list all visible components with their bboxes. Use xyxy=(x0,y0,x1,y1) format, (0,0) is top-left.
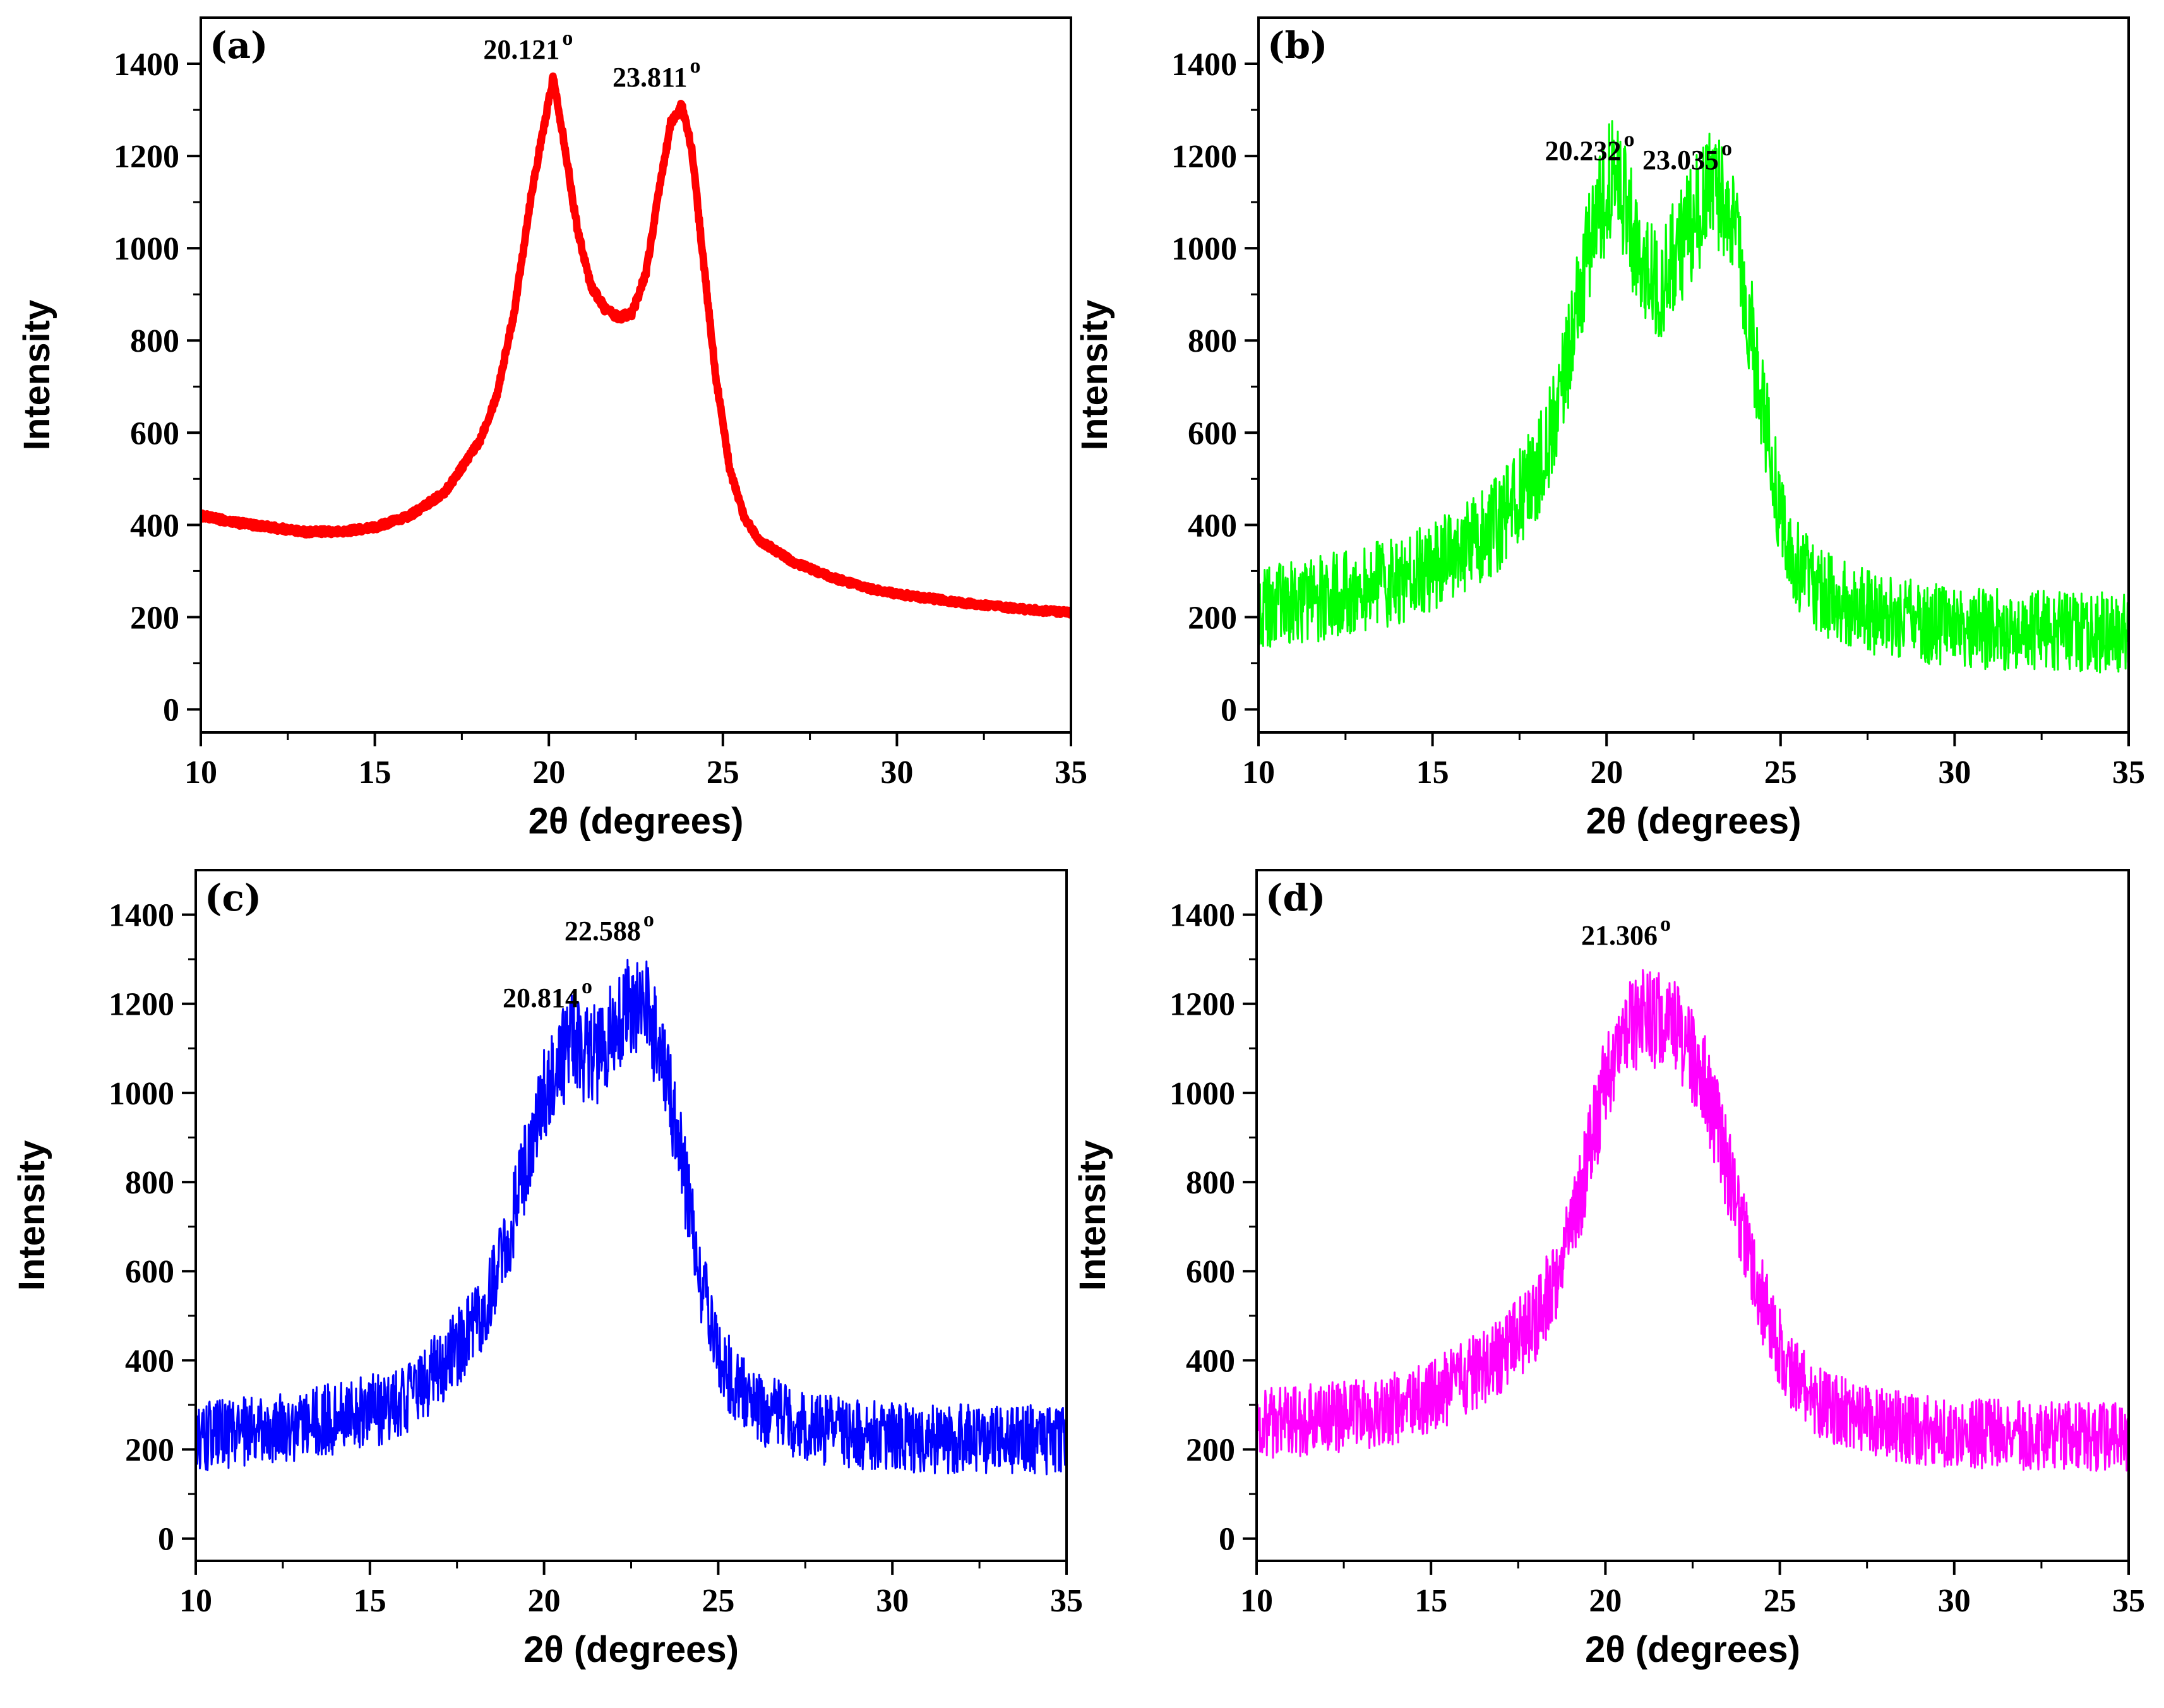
y-tick-label: 400 xyxy=(1188,508,1237,544)
x-axis-title: 2θ (degrees) xyxy=(529,801,744,842)
x-tick-label: 35 xyxy=(1055,755,1087,791)
x-tick-label: 25 xyxy=(702,1583,734,1619)
y-tick-label: 800 xyxy=(130,323,179,359)
y-tick-label: 800 xyxy=(1188,323,1237,359)
y-tick-label: 600 xyxy=(1188,415,1237,451)
peak-annotation: 23.035 xyxy=(1642,145,1719,176)
panel-label: (b) xyxy=(1267,24,1327,67)
y-tick-label: 1200 xyxy=(114,139,179,175)
y-tick-label: 1200 xyxy=(109,987,174,1023)
y-tick-label: 800 xyxy=(125,1165,174,1201)
panel-label: (a) xyxy=(210,24,268,67)
peak-annotation: 20.232 xyxy=(1545,136,1621,167)
panel-label: (c) xyxy=(205,876,261,919)
series-line xyxy=(1257,969,2129,1472)
x-axis-title: 2θ (degrees) xyxy=(1585,1629,1800,1670)
y-tick-label: 1400 xyxy=(1169,898,1235,934)
y-tick-label: 800 xyxy=(1186,1165,1235,1201)
peak-annotation: 22.588 xyxy=(565,916,641,947)
y-tick-label: 1000 xyxy=(1169,1076,1235,1112)
peak-annotation-degree: o xyxy=(1623,128,1634,152)
x-tick-label: 20 xyxy=(1590,755,1623,791)
y-tick-label: 1200 xyxy=(1171,139,1237,175)
peak-annotation-degree: o xyxy=(582,975,592,998)
x-tick-label: 30 xyxy=(1938,755,1971,791)
y-tick-label: 400 xyxy=(1186,1343,1235,1379)
y-axis-title: Intensity xyxy=(11,1140,52,1291)
y-axis-title: Intensity xyxy=(1072,1140,1113,1291)
x-tick-label: 10 xyxy=(1240,1583,1273,1619)
panel-label: (d) xyxy=(1265,876,1325,919)
x-tick-label: 35 xyxy=(2112,755,2145,791)
y-tick-label: 1200 xyxy=(1169,987,1235,1023)
peak-annotation-degree: o xyxy=(1721,137,1732,160)
x-tick-label: 35 xyxy=(1050,1583,1083,1619)
y-tick-label: 0 xyxy=(163,692,179,728)
x-tick-label: 25 xyxy=(1764,755,1797,791)
series-line xyxy=(1258,120,2129,674)
y-tick-label: 1400 xyxy=(114,47,179,83)
y-tick-label: 400 xyxy=(125,1343,174,1379)
y-tick-label: 200 xyxy=(1188,600,1237,636)
y-tick-label: 0 xyxy=(158,1522,174,1558)
x-tick-label: 15 xyxy=(354,1583,386,1619)
peak-annotation-degree: o xyxy=(1660,912,1671,936)
y-tick-label: 600 xyxy=(125,1254,174,1290)
peak-annotation: 20.121 xyxy=(483,34,559,65)
x-tick-label: 35 xyxy=(2112,1583,2145,1619)
plot-frame xyxy=(200,16,1072,734)
x-tick-label: 10 xyxy=(184,755,217,791)
peak-annotation: 21.306 xyxy=(1581,920,1658,951)
y-axis-title: Intensity xyxy=(16,300,57,451)
series-line xyxy=(201,72,1071,619)
peak-annotation-degree: o xyxy=(562,27,573,50)
y-tick-label: 600 xyxy=(1186,1254,1235,1290)
peak-annotation: 20.814 xyxy=(503,982,579,1013)
x-tick-label: 15 xyxy=(1414,1583,1447,1619)
y-tick-label: 200 xyxy=(130,600,179,636)
chart-panel-2: 10 15 20 25 30 35 0 200 400 600 800 1000 1200 1400 2θ … xyxy=(11,869,1083,1670)
x-tick-label: 25 xyxy=(707,755,739,791)
x-tick-label: 30 xyxy=(880,755,913,791)
x-axis-title: 2θ (degrees) xyxy=(523,1629,739,1670)
peak-annotation-degree: o xyxy=(643,908,654,931)
peak-annotation: 23.811 xyxy=(613,62,688,93)
x-tick-label: 15 xyxy=(1416,755,1449,791)
y-tick-label: 400 xyxy=(130,508,179,544)
y-tick-label: 1400 xyxy=(1171,47,1237,83)
x-tick-label: 20 xyxy=(1589,1583,1622,1619)
x-tick-label: 30 xyxy=(876,1583,909,1619)
y-tick-label: 1000 xyxy=(114,231,179,267)
x-tick-label: 25 xyxy=(1764,1583,1796,1619)
chart-panel-0: 10 15 20 25 30 35 0 200 400 600 800 1000 1200 1400 2θ … xyxy=(16,16,1087,842)
y-tick-label: 1400 xyxy=(109,898,174,934)
x-tick-label: 20 xyxy=(528,1583,561,1619)
y-tick-label: 1000 xyxy=(109,1076,174,1112)
y-tick-label: 600 xyxy=(130,415,179,451)
y-axis-title: Intensity xyxy=(1074,300,1115,451)
y-tick-label: 200 xyxy=(125,1433,174,1469)
y-tick-label: 0 xyxy=(1221,692,1237,728)
x-tick-label: 15 xyxy=(359,755,392,791)
chart-panel-1: 10 15 20 25 30 35 0 200 400 600 800 1000 1200 1400 2θ … xyxy=(1074,16,2145,842)
x-tick-label: 20 xyxy=(532,755,565,791)
x-axis-title: 2θ (degrees) xyxy=(1586,801,1802,842)
y-tick-label: 0 xyxy=(1219,1522,1235,1558)
y-tick-label: 200 xyxy=(1186,1433,1235,1469)
x-tick-label: 30 xyxy=(1938,1583,1971,1619)
x-tick-label: 10 xyxy=(1242,755,1275,791)
chart-panel-3: 10 15 20 25 30 35 0 200 400 600 800 1000 1200 1400 2θ … xyxy=(1072,869,2145,1670)
peak-annotation-degree: o xyxy=(690,54,701,78)
series-line xyxy=(196,959,1067,1476)
y-tick-label: 1000 xyxy=(1171,231,1237,267)
x-tick-label: 10 xyxy=(179,1583,212,1619)
